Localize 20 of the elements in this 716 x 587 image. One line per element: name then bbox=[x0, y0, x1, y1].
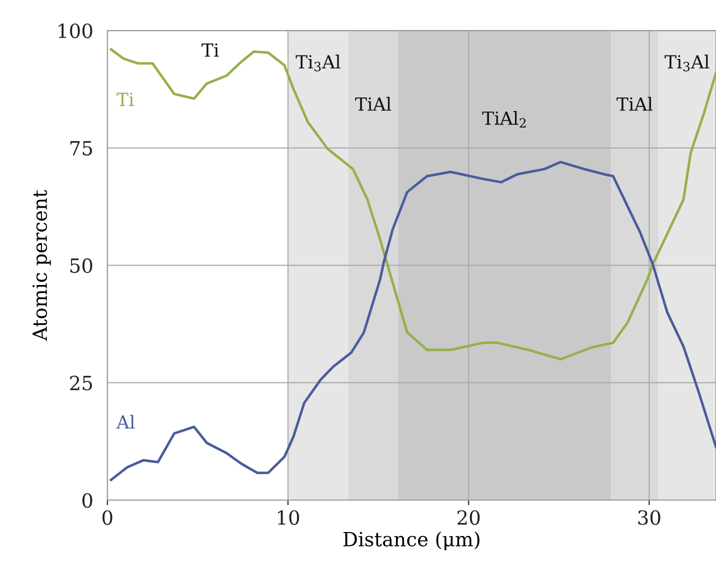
band-label: Ti$_{3}$Al bbox=[296, 54, 340, 72]
y-axis-title: Atomic percent bbox=[32, 190, 51, 341]
y-tick-label: 50 bbox=[70, 258, 92, 273]
x-axis-title: Distance (μm) bbox=[344, 531, 480, 550]
y-tick-label: 0 bbox=[82, 493, 92, 508]
x-tick-label: 20 bbox=[458, 510, 480, 525]
x-tick-label: 0 bbox=[102, 510, 112, 525]
series-label: Al bbox=[116, 414, 135, 429]
annotation: Ti bbox=[202, 43, 219, 57]
y-tick-label: 25 bbox=[70, 376, 92, 390]
y-tick-label: 75 bbox=[70, 141, 92, 156]
band-label: Ti$_{3}$Al bbox=[664, 54, 710, 72]
x-tick-label: 30 bbox=[638, 510, 660, 525]
band-label: TiAl$_{2}$ bbox=[482, 111, 526, 128]
line-series bbox=[110, 160, 716, 482]
x-tick-label: 10 bbox=[278, 510, 300, 525]
band-label: TiAl bbox=[355, 96, 392, 111]
y-tick-label: 100 bbox=[58, 23, 92, 38]
series-label: Ti bbox=[116, 92, 134, 106]
band-label: TiAl bbox=[616, 96, 653, 111]
